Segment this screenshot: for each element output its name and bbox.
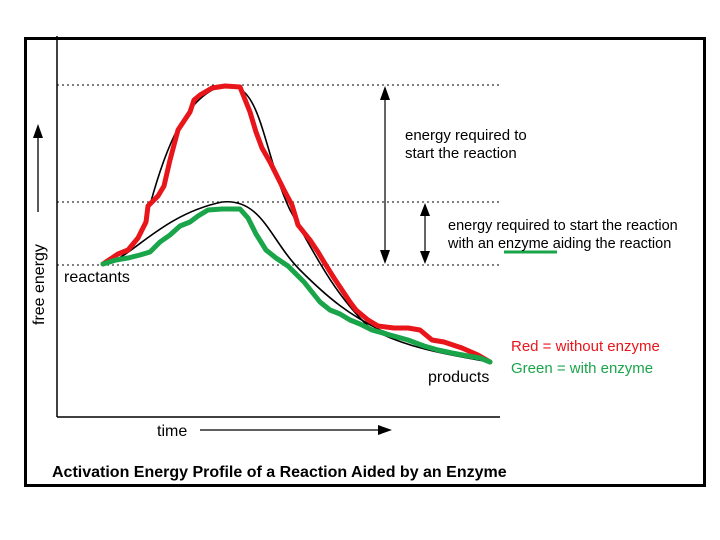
- energy-without-label-line1: energy required to: [405, 127, 527, 144]
- figure-frame: [24, 37, 706, 487]
- products-label: products: [428, 369, 489, 386]
- energy-with-arrowhead-top: [420, 203, 430, 216]
- y-axis-arrowhead: [33, 124, 43, 138]
- curve-without-enzyme: [100, 83, 493, 365]
- energy-without-arrowhead-top: [380, 86, 390, 100]
- energy-with-arrowhead-bottom: [420, 251, 430, 264]
- reactants-label: reactants: [64, 269, 130, 286]
- energy-with-label-line1: energy required to start the reaction: [448, 218, 678, 234]
- diagram-title: Activation Energy Profile of a Reaction …: [52, 464, 507, 481]
- legend-green: Green = with enzyme: [511, 360, 653, 377]
- energy-without-label-line2: start the reaction: [405, 145, 517, 162]
- x-axis-label: time: [157, 423, 187, 440]
- curve-with-enzyme: [100, 206, 493, 365]
- x-axis-arrowhead: [378, 425, 392, 435]
- y-axis-label: free energy: [31, 244, 48, 325]
- legend-red: Red = without enzyme: [511, 338, 660, 355]
- energy-without-arrowhead-bottom: [380, 250, 390, 264]
- energy-with-label-line2: with an enzyme aiding the reaction: [447, 236, 671, 252]
